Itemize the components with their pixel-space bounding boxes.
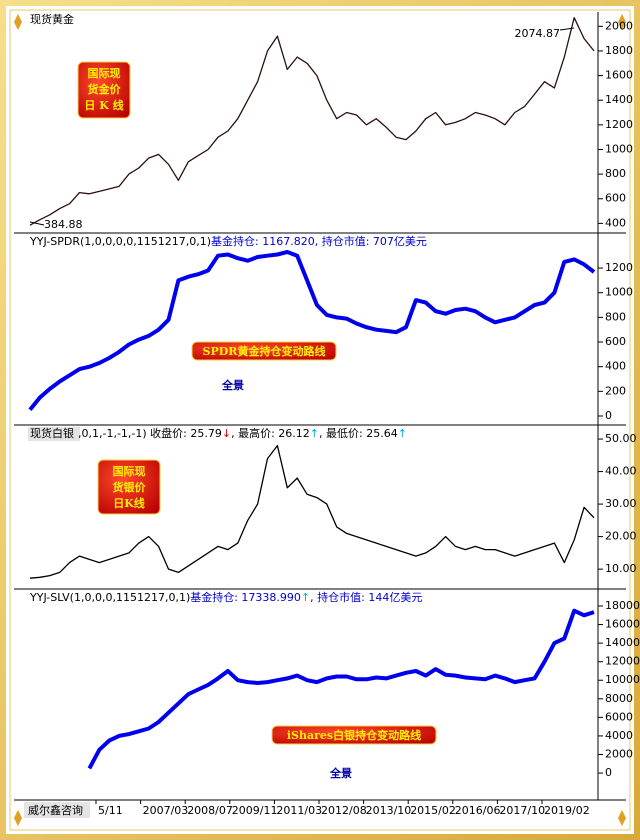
- annotation-min: 384.88: [44, 218, 83, 231]
- y-tick-label: 30.00: [605, 497, 637, 510]
- badge: [97, 459, 161, 515]
- y-tick-label: 2000: [605, 747, 633, 760]
- y-tick-label: 8000: [605, 692, 633, 705]
- badge: [77, 61, 131, 119]
- y-tick-label: 14000: [605, 636, 640, 649]
- badge-text: 日 K 线: [84, 98, 123, 112]
- header-part: YYJ-SLV(1,0,0,0,1151217,0,1): [29, 591, 190, 604]
- y-tick-label: 10.00: [605, 562, 637, 575]
- y-tick-label: 800: [605, 167, 626, 180]
- x-tick-label: 2017/10: [499, 804, 545, 817]
- annotation-max: 2074.87: [515, 27, 561, 40]
- y-tick-label: 50.00: [605, 432, 637, 445]
- badge-text: iShares白银持仓变动路线: [287, 728, 421, 742]
- header-part: ,0,1,-1,-1,-1) 收盘价: 25.79: [78, 426, 222, 440]
- corner-ornaments: [14, 14, 626, 826]
- y-tick-label: 40.00: [605, 465, 637, 478]
- panel-title: 现货黄金: [30, 12, 74, 26]
- y-tick-label: 1600: [605, 69, 633, 82]
- annotation-pointer: [559, 27, 575, 31]
- panel-note: 全景: [329, 766, 352, 780]
- badge-text: 货金价: [87, 82, 122, 96]
- title-box: [28, 427, 80, 441]
- panel-note: 全景: [221, 378, 244, 392]
- header-part: ↑: [310, 427, 319, 440]
- x-tick-label: 2016/06: [455, 804, 501, 817]
- y-tick-label: 1000: [605, 286, 633, 299]
- y-tick-label: 18000: [605, 599, 640, 612]
- x-tick-label: 2015/02: [410, 804, 456, 817]
- annotation-pointer: [29, 221, 45, 226]
- series-line: [28, 250, 596, 412]
- header-part: ↓: [222, 427, 231, 440]
- header-part: , 最高价: 26.12: [231, 426, 310, 440]
- y-tick-label: 10000: [605, 673, 640, 686]
- panel-title: 现货白银: [30, 426, 74, 440]
- header-part: ↑: [301, 591, 310, 604]
- header-part: ↑: [398, 427, 407, 440]
- badge-text: 国际现: [88, 66, 121, 80]
- x-tick-label: 5/11: [98, 804, 123, 817]
- frame-inner: [9, 9, 631, 831]
- y-tick-label: 1200: [605, 261, 633, 274]
- panel-header: YYJ-SPDR(1,0,0,0,0,1151217,0,1)基金持仓: 116…: [29, 234, 427, 248]
- x-tick-label: 2013/10: [366, 804, 412, 817]
- x-tick-label: 2008/07: [187, 804, 233, 817]
- header-part: , 最低价: 25.64: [319, 427, 398, 440]
- x-tick-label: 2007/03: [143, 804, 189, 817]
- header-part: 基金持仓: 17338.990: [190, 590, 301, 604]
- x-tick-label: 2009/11: [232, 804, 278, 817]
- y-tick-label: 1000: [605, 142, 633, 155]
- y-tick-label: 200: [605, 384, 626, 397]
- panel-header: YYJ-SLV(1,0,0,0,1151217,0,1)基金持仓: 17338.…: [29, 590, 422, 604]
- series-line: [29, 444, 595, 579]
- y-tick-label: 12000: [605, 655, 640, 668]
- y-tick-label: 600: [605, 192, 626, 205]
- badge: [191, 341, 337, 361]
- y-tick-label: 0: [605, 766, 612, 779]
- y-tick-label: 800: [605, 310, 626, 323]
- panel-header: ,0,1,-1,-1,-1) 收盘价: 25.79↓, 最高价: 26.12↑,…: [78, 426, 407, 440]
- y-tick-label: 400: [605, 360, 626, 373]
- badge: [271, 725, 437, 745]
- x-tick-label: 2019/02: [544, 804, 590, 817]
- y-tick-label: 6000: [605, 710, 633, 723]
- badge-text: 日K线: [113, 496, 145, 510]
- y-tick-label: 4000: [605, 729, 633, 742]
- y-tick-label: 400: [605, 216, 626, 229]
- footer-box: [24, 802, 90, 818]
- series-line: [87, 608, 595, 770]
- y-tick-label: 1800: [605, 44, 633, 57]
- y-tick-label: 16000: [605, 618, 640, 631]
- header-part: YYJ-SPDR(1,0,0,0,0,1151217,0,1): [29, 235, 211, 248]
- x-tick-label: 2011/03: [276, 804, 322, 817]
- y-tick-label: 1200: [605, 118, 633, 131]
- series-line: [29, 17, 595, 226]
- header-part: 基金持仓: 1167.820, 持仓市值: 707亿美元: [211, 234, 427, 248]
- y-tick-label: 1400: [605, 93, 633, 106]
- y-tick-label: 600: [605, 335, 626, 348]
- y-tick-label: 2000: [605, 19, 633, 32]
- badge-text: SPDR黄金持仓变动路线: [203, 344, 326, 358]
- header-part: , 持仓市值: 144亿美元: [310, 590, 422, 604]
- y-tick-label: 20.00: [605, 530, 637, 543]
- y-tick-label: 0: [605, 409, 612, 422]
- footer: 威尔鑫咨询: [28, 803, 83, 817]
- badge-text: 国际现: [113, 464, 146, 478]
- x-tick-label: 2012/08: [321, 804, 367, 817]
- badge-text: 货银价: [112, 480, 147, 494]
